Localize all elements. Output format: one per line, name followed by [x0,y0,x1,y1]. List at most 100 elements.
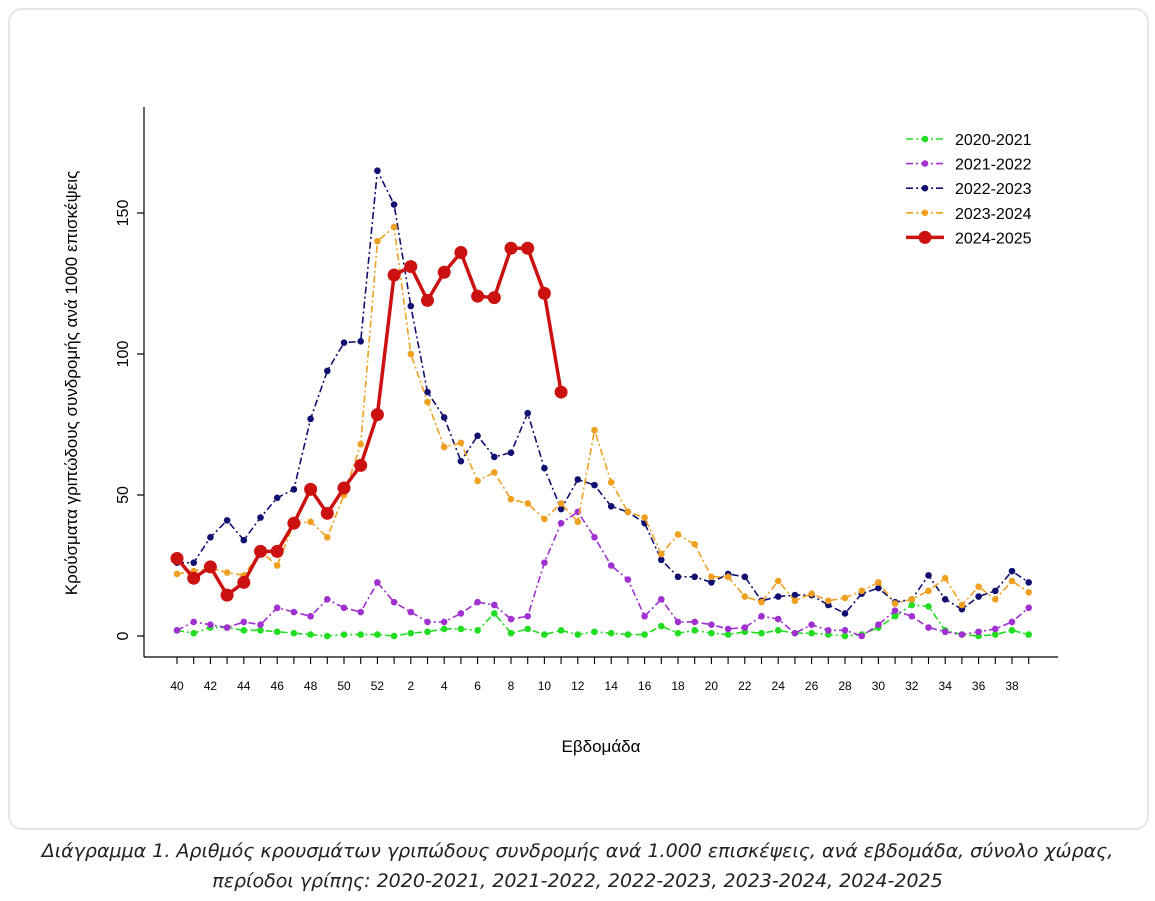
data-point [474,477,481,485]
data-point [207,534,214,541]
data-point [875,579,882,586]
data-point [607,562,615,569]
data-point [354,458,368,472]
x-tick-label: 42 [204,679,218,693]
data-point [774,577,782,585]
data-point [357,631,365,638]
data-point [791,591,799,599]
data-point [541,559,548,566]
data-point [474,627,481,634]
data-point [307,518,314,526]
data-point [941,596,949,603]
data-point [891,607,899,614]
data-point [324,534,331,541]
data-point [591,426,598,434]
data-point [808,621,815,629]
data-point [741,573,749,581]
data-point [257,514,264,521]
data-point [774,627,782,634]
data-point [487,291,501,305]
data-point [641,612,648,620]
data-point [387,268,401,282]
data-point [841,594,849,602]
data-point [524,409,531,417]
data-point [958,631,966,638]
data-point [270,544,284,558]
data-point [1025,579,1032,586]
data-point [304,482,318,496]
data-point [1008,577,1016,585]
data-point [708,573,715,581]
data-point [491,453,498,461]
data-point [774,593,782,600]
data-point [607,502,615,510]
data-point [992,625,999,633]
x-tick-label: 12 [571,679,585,693]
legend-item: 2024-2025 [906,230,1032,247]
data-point [390,632,398,640]
data-point [758,598,765,606]
x-tick-label: 50 [337,679,351,693]
data-point [457,610,465,617]
data-point [992,596,999,603]
x-tick-label: 36 [972,679,986,693]
data-point [858,632,865,640]
data-point [173,570,181,578]
x-tick-label: 8 [508,679,515,693]
data-point [521,241,535,255]
x-tick-label: 34 [939,679,953,693]
data-point [203,560,217,574]
legend-item: 2020-2021 [906,132,1032,149]
data-point [641,631,648,638]
y-tick-label: 100 [115,341,132,368]
data-point [925,572,932,579]
legend-swatch-marker [921,209,929,217]
figure-caption: Διάγραμμα 1. Αριθμός κρουσμάτων γριπώδου… [0,836,1155,896]
data-point [658,622,665,630]
data-point [324,632,331,640]
data-point [708,629,715,637]
data-point [791,597,799,605]
data-point [758,629,765,637]
data-point [541,631,548,638]
data-point [975,628,982,636]
data-point [507,629,515,637]
data-point [237,575,251,589]
data-point [454,245,468,259]
data-point [324,367,331,375]
data-point [841,627,849,634]
data-point [273,494,281,502]
legend-label: 2023-2024 [955,206,1032,223]
data-point [190,629,197,637]
data-point [624,576,632,583]
data-point [975,583,982,590]
y-tick-label: 150 [115,200,132,227]
data-point [324,596,331,603]
x-tick-label: 30 [872,679,886,693]
data-point [841,610,849,617]
x-tick-label: 38 [1005,679,1019,693]
data-point [925,587,932,595]
data-point [337,481,351,495]
data-point [791,629,799,637]
x-tick-label: 16 [638,679,652,693]
data-point [340,631,348,638]
data-point [891,600,899,607]
x-tick-label: 32 [905,679,919,693]
data-point [875,584,882,592]
data-point [223,624,231,631]
data-point [273,628,281,636]
series-line [176,226,1030,606]
series-2024-2025 [170,241,568,602]
data-point [207,621,214,629]
x-tick-label: 46 [271,679,285,693]
data-point [708,621,715,629]
data-point [223,517,231,524]
data-point [390,598,398,606]
data-point [624,508,632,516]
data-point [190,559,197,566]
data-point [1008,618,1016,626]
data-point [591,534,598,541]
data-point [1025,588,1032,596]
data-point [340,339,348,347]
